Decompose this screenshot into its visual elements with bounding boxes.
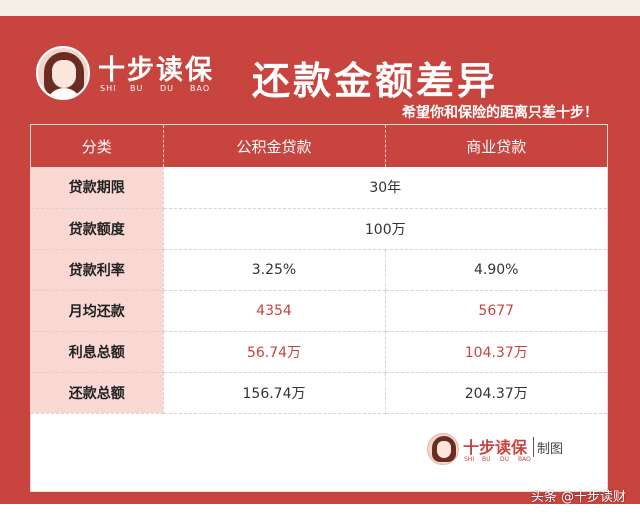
table-row: 月均还款 4354 5677 (31, 290, 607, 332)
commercial-value: 4.90% (385, 249, 607, 291)
avatar-logo-icon (36, 46, 90, 100)
comparison-table: 分类 公积金贷款 商业贷款 贷款期限 30年 贷款额度 100万 贷款利率 3.… (31, 125, 607, 414)
page-title: 还款金额差异 (252, 59, 499, 103)
table-row: 贷款额度 100万 (31, 208, 607, 250)
commercial-value: 104.37万 (385, 331, 607, 373)
table-row: 还款总额 156.74万 204.37万 (31, 372, 607, 414)
slogan: 希望你和保险的距离只差十步！ (402, 105, 598, 121)
row-label: 月均还款 (31, 290, 164, 332)
header-commercial-loan: 商业贷款 (385, 125, 607, 167)
table-row: 贷款利率 3.25% 4.90% (31, 249, 607, 291)
header-housing-fund-loan: 公积金贷款 (163, 125, 386, 167)
row-label: 贷款额度 (31, 208, 164, 250)
comparison-panel: 分类 公积金贷款 商业贷款 贷款期限 30年 贷款额度 100万 贷款利率 3.… (30, 124, 608, 492)
row-label: 贷款利率 (31, 249, 164, 291)
commercial-value: 5677 (385, 290, 607, 332)
brand-pinyin: SHI BU DU BAO (100, 84, 211, 93)
row-label: 利息总额 (31, 331, 164, 373)
housing-fund-value: 4354 (163, 290, 386, 332)
header-category: 分类 (31, 125, 164, 167)
avatar-mini-icon (427, 433, 459, 465)
commercial-value: 204.37万 (385, 372, 607, 414)
footer-brand-pinyin: SHI BU DU BAO (464, 456, 531, 463)
brand-name: 十步读保 (98, 55, 214, 86)
housing-fund-value: 3.25% (163, 249, 386, 291)
top-strip (0, 0, 640, 16)
merged-value: 100万 (163, 208, 607, 250)
merged-value: 30年 (163, 167, 607, 209)
watermark: 头条 @十步读财 (530, 490, 626, 505)
housing-fund-value: 156.74万 (163, 372, 386, 414)
table-row: 利息总额 56.74万 104.37万 (31, 331, 607, 373)
table-row: 贷款期限 30年 (31, 167, 607, 209)
footer-brand-logo: 十步读保 SHI BU DU BAO 制图 (427, 431, 597, 471)
footer-brand-name: 十步读保 (463, 438, 528, 457)
footer-made-by: 制图 (537, 442, 564, 457)
table-header-row: 分类 公积金贷款 商业贷款 (31, 125, 607, 167)
housing-fund-value: 56.74万 (163, 331, 386, 373)
row-label: 还款总额 (31, 372, 164, 414)
footer-divider (533, 437, 534, 457)
row-label: 贷款期限 (31, 167, 164, 209)
brand-logo: 十步读保 SHI BU DU BAO (36, 44, 226, 104)
